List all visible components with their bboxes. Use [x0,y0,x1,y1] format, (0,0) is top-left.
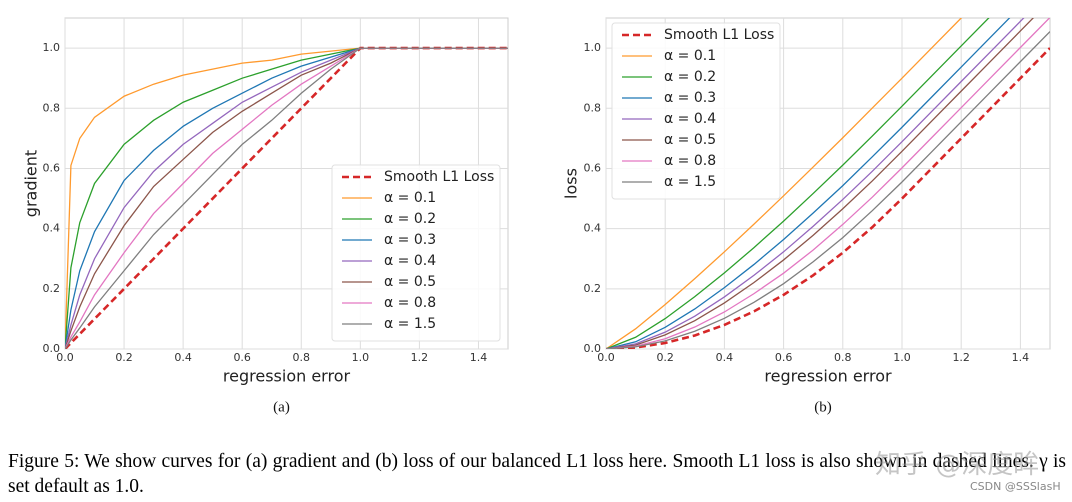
legend-box [611,22,781,200]
x-tick-label: 1.4 [1012,351,1030,364]
legend-label: α = 0.2 [664,69,716,85]
legend-label: α = 0.3 [664,90,716,106]
legend-label: α = 0.2 [384,211,436,227]
data-line [65,47,508,349]
x-tick-label: 0.8 [293,351,311,364]
legend-label: α = 0.1 [384,190,436,206]
x-tick-label: 1.0 [893,351,911,364]
legend-label: α = 0.3 [384,232,436,248]
panel-label: (b) [814,399,832,415]
y-axis-label: gradient [22,150,41,217]
x-tick-label: 0.6 [233,351,251,364]
legend-label: α = 0.5 [664,132,716,148]
panel-label: (a) [273,399,290,415]
data-line [606,47,1050,349]
watermark: CSDN @SSSlasH [970,480,1061,493]
data-line [65,47,508,349]
data-line [606,18,1025,349]
plot-lines [65,46,508,349]
plot-lines [606,18,1050,349]
legend-box [331,164,501,342]
data-line [65,47,508,349]
y-tick-label: 0.2 [43,282,61,295]
data-line [606,18,990,349]
x-tick-label: 0.2 [115,351,133,364]
data-line [65,47,508,349]
x-tick-label: 0.6 [775,351,793,364]
legend-label: α = 0.1 [664,48,716,64]
x-tick-label: 0.0 [597,351,615,364]
y-tick-label: 0.8 [584,101,602,114]
legend-label: α = 0.8 [384,295,436,311]
legend-label: α = 0.8 [664,153,716,169]
legend-label: α = 0.5 [384,274,436,290]
legend-label: α = 0.4 [664,111,716,127]
x-tick-label: 1.2 [952,351,970,364]
x-tick-label: 0.4 [716,351,734,364]
y-tick-label: 0.4 [43,222,61,235]
y-axis-label: loss [562,168,581,199]
legend-label: Smooth L1 Loss [384,169,494,185]
x-tick-label: 1.2 [411,351,429,364]
data-line [606,18,1050,349]
y-tick-label: 0.4 [584,222,602,235]
x-tick-label: 0.0 [56,351,74,364]
y-tick-label: 0.8 [43,101,61,114]
data-line [606,18,963,349]
data-line [65,47,508,349]
data-line [65,47,508,349]
figure-caption: Figure 5: We show curves for (a) gradien… [8,451,1066,497]
legend-label: α = 1.5 [384,316,436,332]
x-tick-label: 1.0 [352,351,370,364]
data-line [606,31,1050,349]
figure: 0.0 0.2 0.4 0.6 0.8 1.0 1.2 1.4 0.0 0.2 0.4 0.6 0.8 1… [22,17,1051,415]
y-tick-label: 0.0 [43,342,61,355]
data-line [606,18,1011,349]
legend-label: α = 1.5 [664,174,716,190]
legend-label: Smooth L1 Loss [664,27,774,43]
y-tick-label: 0.6 [584,161,602,174]
y-tick-label: 0.0 [584,342,602,355]
y-tick-label: 1.0 [43,41,61,54]
x-tick-label: 0.2 [656,351,674,364]
x-tick-label: 0.8 [834,351,852,364]
x-tick-label: 0.4 [174,351,192,364]
y-tick-label: 0.6 [43,161,61,174]
x-axis-label: regression error [223,367,351,386]
x-tick-label: 1.4 [470,351,488,364]
data-line [606,18,1035,349]
legend-label: α = 0.4 [384,253,436,269]
y-tick-label: 0.2 [584,282,602,295]
data-line [65,46,508,349]
x-axis-label: regression error [764,367,892,386]
y-tick-label: 1.0 [584,41,602,54]
watermark: 知乎 @深度眸 [875,450,1040,480]
data-line [65,47,508,349]
